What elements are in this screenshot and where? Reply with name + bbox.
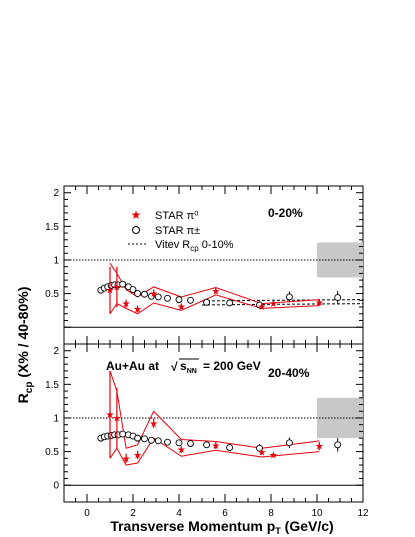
pipm-point [203, 441, 211, 449]
pipm-point [175, 296, 183, 304]
y-axis-title: Rcp (X% / 40-80%) [15, 287, 35, 404]
x-tick-label: 2 [130, 508, 136, 519]
collision-energy: = 200 GeV [203, 359, 261, 373]
pi0-point: ★ [211, 441, 220, 452]
legend-label-pipm: STAR π± [155, 225, 200, 237]
pipm-point [226, 444, 234, 451]
x-tick-label: 4 [176, 508, 182, 519]
vitev-lower-line [201, 303, 364, 306]
bottom-panel-plot: ★★★ ★★★ ★★ ★★ [64, 370, 363, 486]
pipm-point [129, 286, 137, 293]
pipm-point [187, 296, 194, 304]
top-panel-label: 0-20% [268, 206, 303, 220]
y-tick-label: 0 [53, 481, 59, 492]
axes-ticks: 0.5 1 1.5 2 0 0.5 1 1.5 2 0 2 4 6 8 10 12 [45, 186, 369, 519]
pipm-point [226, 299, 234, 307]
pi0-point: ★ [133, 450, 142, 461]
pi0-band-upper [109, 370, 320, 449]
pi0-point: ★ [269, 299, 278, 310]
pi0-point: ★ [112, 413, 121, 424]
legend-marker-pi0: ★ [131, 208, 142, 222]
pi0-point: ★ [106, 410, 115, 421]
pipm-point [147, 292, 155, 300]
collision-label: Au+Au at [106, 359, 159, 373]
pipm-point [134, 290, 142, 298]
pipm-point [334, 294, 342, 302]
pi0-point: ★ [315, 442, 324, 453]
pi0-point: ★ [177, 445, 186, 456]
pi0-band-upper [109, 263, 320, 305]
pi0-point: ★ [149, 289, 158, 300]
pi0-point: ★ [112, 282, 121, 293]
x-tick-label: 0 [84, 508, 90, 519]
pipm-point [285, 439, 293, 447]
collision-sqrt-s: sNN [180, 359, 197, 375]
pi0-point: ★ [122, 454, 131, 465]
sqrt-symbol: √ [171, 360, 178, 374]
top-panel-plot: ★★★ ★★★★★ ★ ★ [64, 242, 364, 328]
vitev-upper-line [201, 299, 364, 302]
x-tick-label: 12 [357, 508, 369, 519]
pi0-point: ★ [315, 298, 324, 309]
pipm-point [203, 298, 211, 306]
x-tick-label: 8 [268, 508, 274, 519]
bottom-panel-label: 20-40% [268, 366, 310, 380]
pipm-point [147, 436, 155, 444]
legend-label-pi0: STAR π⁰ [155, 210, 199, 222]
pipm-point [154, 293, 162, 301]
pipm-point [164, 294, 171, 302]
y-tick-label: 1 [53, 413, 59, 424]
y-tick-label: 1.5 [45, 222, 59, 233]
pi0-point: ★ [211, 286, 220, 297]
pipm-point [256, 301, 263, 309]
pipm-point [119, 430, 127, 438]
pi0-point: ★ [133, 305, 142, 316]
x-axis-title: Transverse Momentum pT (GeV/c) [110, 518, 333, 536]
pipm-point [175, 439, 183, 447]
pipm-point [119, 280, 127, 288]
pipm-point [134, 434, 142, 442]
pi0-point: ★ [149, 419, 158, 430]
y-tick-label: 1.5 [45, 380, 59, 391]
x-tick-label: 6 [222, 508, 228, 519]
y-tick-label: 1 [53, 255, 59, 266]
collision-annotation: Au+Au at √ sNN = 200 GeV [106, 358, 261, 375]
legend: ★ STAR π⁰ STAR π± Vitev Rcp 0-10% [128, 208, 234, 253]
pipm-point [256, 444, 263, 452]
pi0-band-lower [109, 294, 320, 315]
pipm-point [285, 293, 293, 301]
pi0-point: ★ [106, 286, 115, 297]
pi0-point: ★ [257, 448, 266, 459]
pipm-point [141, 435, 148, 443]
pipm-point [334, 441, 342, 449]
y-tick-label: 2 [53, 188, 59, 199]
y-tick-label: 0.5 [45, 447, 59, 458]
y-tick-label: 0.5 [45, 289, 59, 300]
pi0-point: ★ [122, 299, 131, 310]
pipm-point [154, 437, 162, 445]
pi0-point: ★ [269, 450, 278, 461]
pipm-point [164, 438, 171, 446]
pipm-point [187, 440, 194, 447]
y-tick-label: 2 [53, 346, 59, 357]
pi0-point: ★ [257, 302, 266, 313]
x-tick-label: 10 [311, 508, 323, 519]
pi0-point: ★ [177, 302, 186, 313]
legend-marker-pipm [132, 226, 140, 234]
pipm-point [141, 290, 148, 298]
legend-label-vitev: Vitev Rcp 0-10% [155, 239, 234, 253]
